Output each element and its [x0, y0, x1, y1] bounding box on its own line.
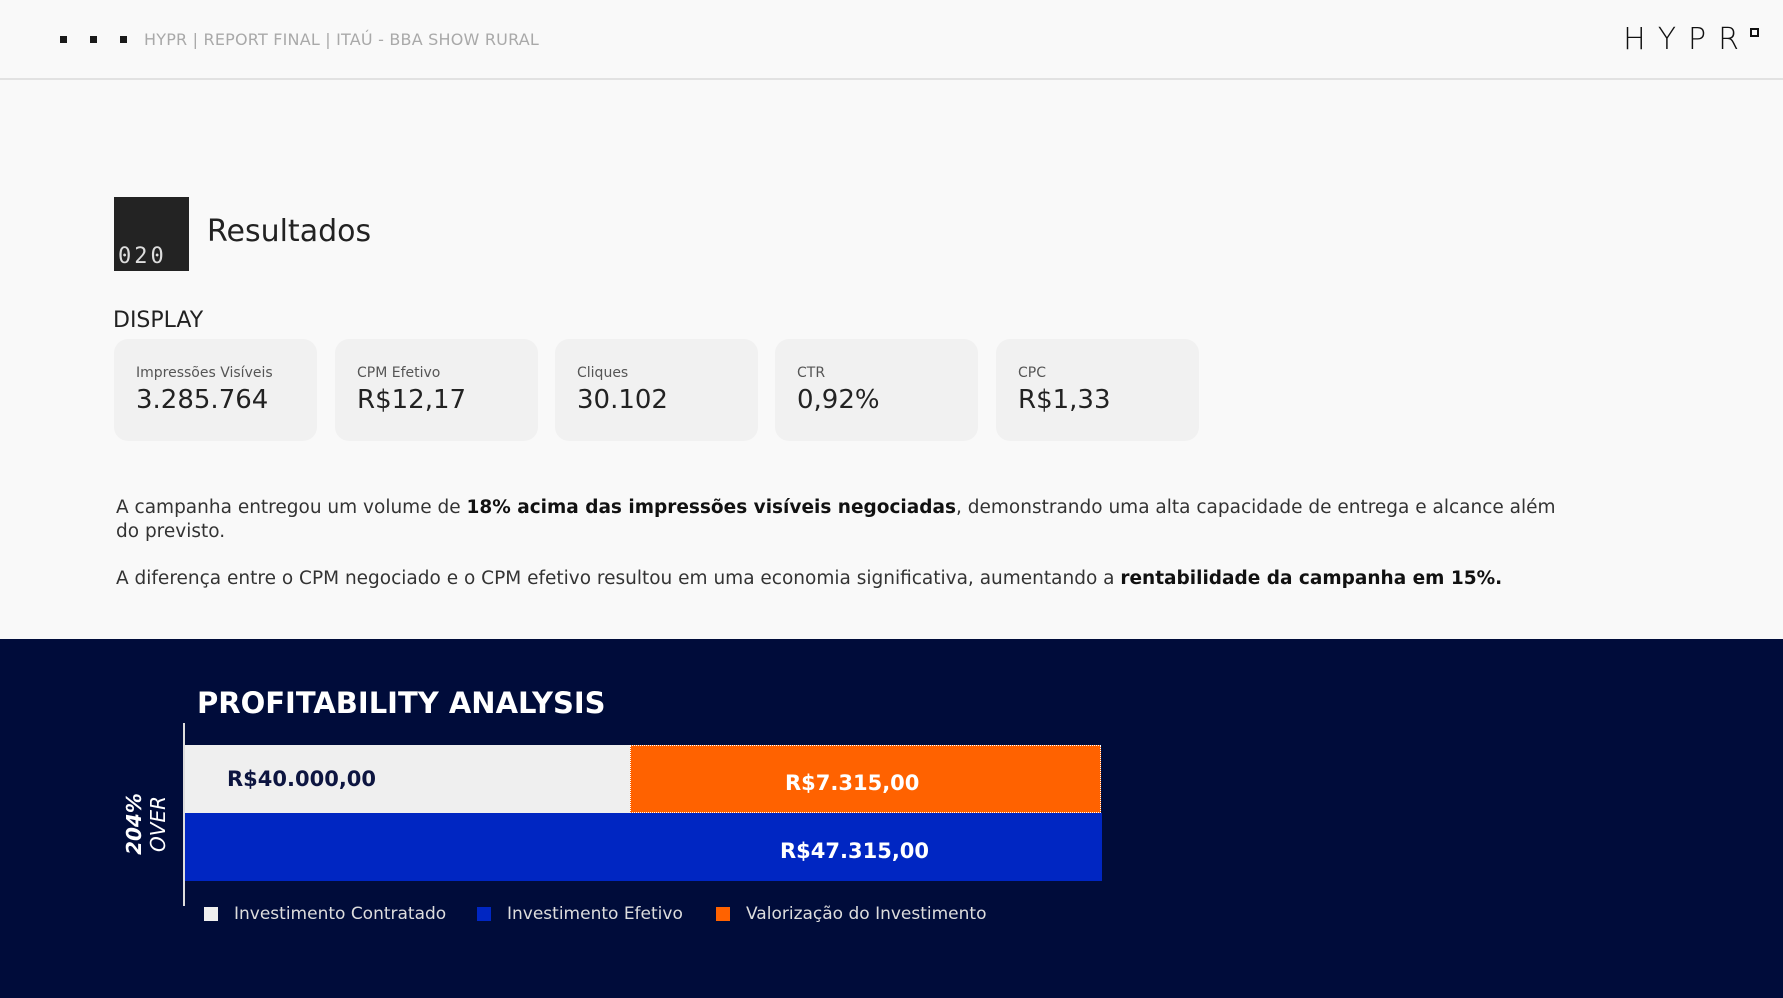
metric-label: CTR — [797, 365, 826, 381]
metric-card-impressions: Impressões Visíveis 3.285.764 — [114, 339, 317, 441]
metric-card-ctr: CTR 0,92% — [775, 339, 978, 441]
dot-icon — [60, 36, 67, 43]
metric-label: CPM Efetivo — [357, 365, 441, 381]
legend-contratado: Investimento Contratado — [204, 904, 446, 924]
dot-icon — [90, 36, 97, 43]
metric-value: 30.102 — [577, 385, 668, 415]
metric-value: 0,92% — [797, 385, 880, 415]
summary-paragraph-2: A diferença entre o CPM negociado e o CP… — [116, 568, 1503, 589]
label-contratado: R$40.000,00 — [227, 767, 377, 791]
metric-label: Cliques — [577, 365, 629, 381]
bar-contratado — [185, 745, 630, 813]
metric-label: Impressões Visíveis — [136, 365, 273, 381]
dot-icon — [120, 36, 127, 43]
display-heading: DISPLAY — [113, 308, 204, 333]
label-valorizacao: R$7.315,00 — [785, 771, 920, 795]
bar-efetivo — [185, 813, 1102, 881]
report-title: HYPR | REPORT FINAL | ITAÚ - BBA SHOW RU… — [144, 30, 540, 49]
profitability-title: PROFITABILITY ANALYSIS — [197, 686, 606, 720]
legend-swatch-icon — [204, 907, 218, 921]
legend-valorizacao: Valorização do Investimento — [716, 904, 986, 924]
axis-line — [183, 723, 185, 906]
metric-card-cpm: CPM Efetivo R$12,17 — [335, 339, 538, 441]
over-label: 204% OVER — [122, 793, 170, 855]
metric-card-cpc: CPC R$1,33 — [996, 339, 1199, 441]
metric-label: CPC — [1018, 365, 1046, 381]
top-header: HYPR | REPORT FINAL | ITAÚ - BBA SHOW RU… — [0, 0, 1783, 80]
metric-value: 3.285.764 — [136, 385, 269, 415]
legend-swatch-icon — [716, 907, 730, 921]
label-efetivo: R$47.315,00 — [780, 839, 930, 863]
metric-card-clicks: Cliques 30.102 — [555, 339, 758, 441]
metric-value: R$1,33 — [1018, 385, 1111, 415]
summary-paragraph-1: A campanha entregou um volume de 18% aci… — [116, 497, 1556, 542]
section-number-badge: 020 — [114, 197, 189, 271]
section-title: Resultados — [207, 214, 372, 249]
hypr-logo: HYPR — [1623, 22, 1759, 57]
metric-value: R$12,17 — [357, 385, 467, 415]
legend-efetivo: Investimento Efetivo — [477, 904, 683, 924]
bar-valorizacao — [630, 745, 1101, 813]
legend-swatch-icon — [477, 907, 491, 921]
